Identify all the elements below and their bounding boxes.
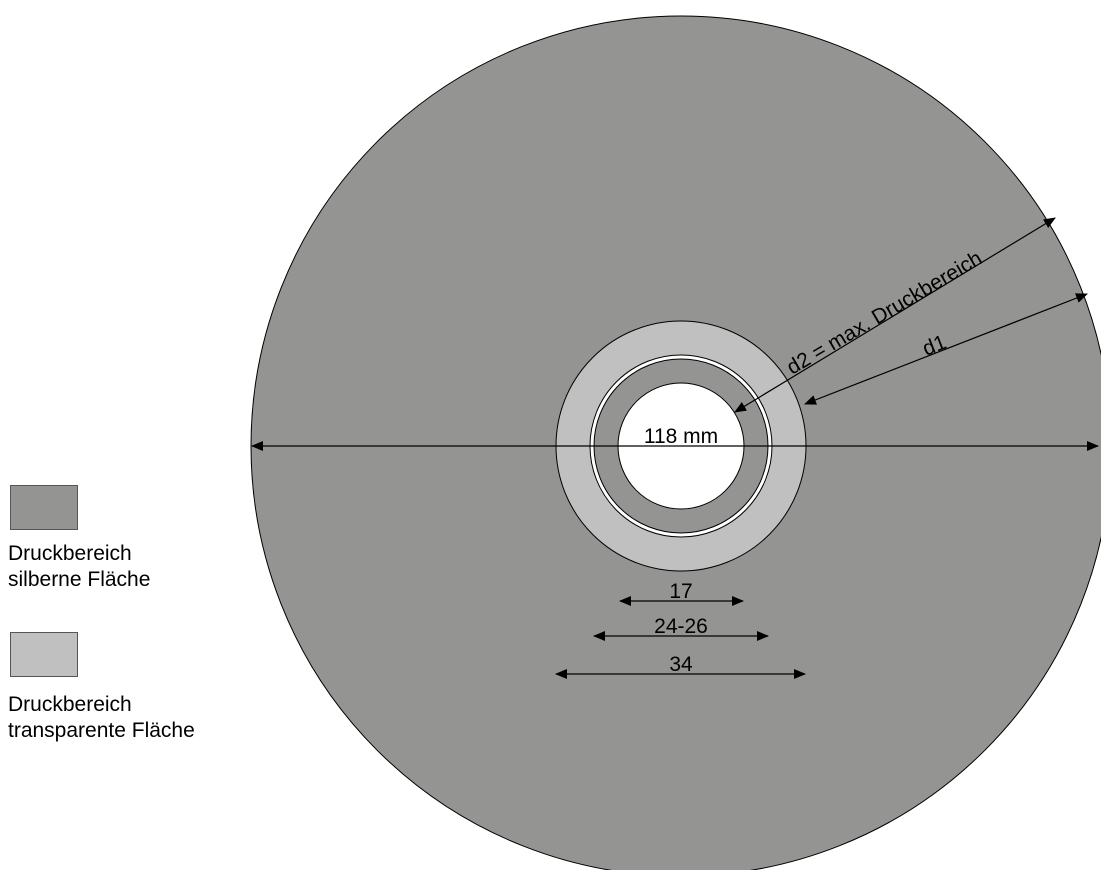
legend-silver-line1: Druckbereich bbox=[8, 542, 132, 565]
legend-swatch-transparent bbox=[10, 632, 78, 677]
legend-swatch-silver bbox=[10, 485, 78, 530]
legend-transparent-line1: Druckbereich bbox=[8, 693, 132, 716]
legend-silver-line2: silberne Fläche bbox=[8, 568, 151, 591]
dim-17-label: 17 bbox=[669, 580, 692, 603]
d1-dimension-line bbox=[804, 293, 1088, 405]
dim-34-label: 34 bbox=[669, 653, 693, 676]
legend-label-silver: Druckbereich silberne Fläche bbox=[8, 541, 150, 593]
legend-label-transparent: Druckbereich transparente Fläche bbox=[8, 692, 195, 744]
legend-transparent-line2: transparente Fläche bbox=[8, 719, 195, 742]
diameter-118-label: 118 mm bbox=[644, 425, 718, 448]
dim-24-26-label: 24-26 bbox=[654, 615, 708, 638]
